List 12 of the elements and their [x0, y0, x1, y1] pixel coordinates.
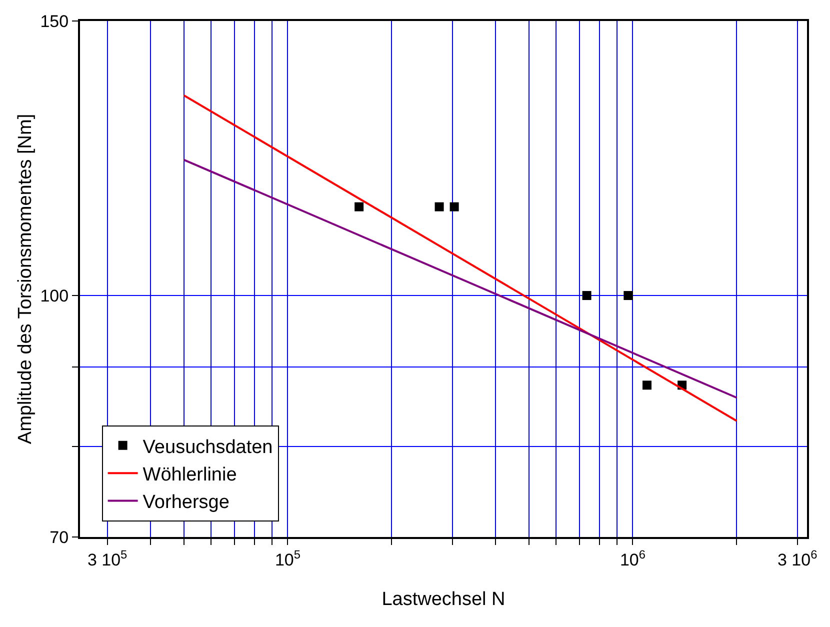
x-tick-label: 10$^{6}$	[620, 547, 646, 570]
y-tick-label: 150	[40, 12, 69, 31]
x-tick-label: 3 10$^{6}$	[777, 547, 818, 570]
legend-label: Wöhlerlinie	[142, 464, 237, 486]
y-tick-label: 100	[40, 286, 69, 306]
x-tick-label: 3 10$^{5}$	[87, 547, 128, 570]
x-tick-label: 10$^{5}$	[274, 547, 301, 570]
legend-label: Veusuchsdaten	[142, 436, 273, 458]
y-axis-title: Amplitude des Torsionsmomentes [Nm]	[15, 114, 36, 444]
x-axis-title: Lastwechsel N	[382, 589, 506, 610]
y-tick-label: 70	[50, 528, 69, 547]
legend-label: Vorhersge	[142, 492, 230, 514]
